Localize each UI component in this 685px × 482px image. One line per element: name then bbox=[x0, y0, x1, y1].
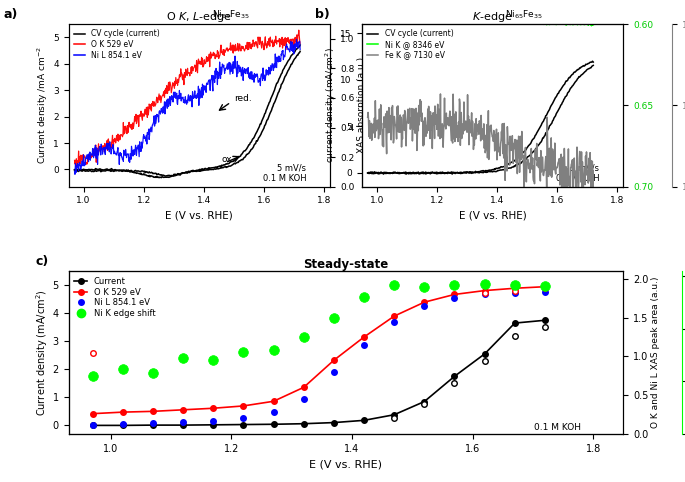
Text: Ni$_{65}$Fe$_{35}$: Ni$_{65}$Fe$_{35}$ bbox=[505, 8, 543, 21]
Text: a): a) bbox=[3, 8, 17, 21]
X-axis label: E (V vs. RHE): E (V vs. RHE) bbox=[459, 211, 526, 221]
Text: red.: red. bbox=[234, 94, 251, 103]
Text: 0.1 M KOH: 0.1 M KOH bbox=[534, 423, 581, 431]
Legend: Current, O K 529 eV, Ni L 854.1 eV, Ni K edge shift: Current, O K 529 eV, Ni L 854.1 eV, Ni K… bbox=[73, 275, 157, 320]
Text: 5 mV/s
0.1 M KOH: 5 mV/s 0.1 M KOH bbox=[556, 163, 599, 183]
Y-axis label: XAS absorption (a.u.): XAS absorption (a.u.) bbox=[357, 57, 366, 153]
Title: Steady-state: Steady-state bbox=[303, 258, 388, 271]
Legend: CV cycle (current), O K 529 eV, Ni L 854.1 eV: CV cycle (current), O K 529 eV, Ni L 854… bbox=[73, 28, 162, 61]
Y-axis label: Current density (mA/cm$^2$): Current density (mA/cm$^2$) bbox=[34, 289, 50, 416]
Text: ox.: ox. bbox=[222, 155, 236, 164]
Title: $K$-edge: $K$-edge bbox=[472, 10, 513, 24]
X-axis label: E (V vs. RHE): E (V vs. RHE) bbox=[166, 211, 233, 221]
Legend: CV cycle (current), Ni K @ 8346 eV, Fe K @ 7130 eV: CV cycle (current), Ni K @ 8346 eV, Fe K… bbox=[366, 28, 455, 61]
Text: 5 mV/s
0.1 M KOH: 5 mV/s 0.1 M KOH bbox=[262, 164, 306, 183]
Y-axis label: current density (mA/cm$^2$): current density (mA/cm$^2$) bbox=[323, 48, 338, 163]
Text: c): c) bbox=[35, 254, 49, 268]
Text: b): b) bbox=[314, 8, 329, 21]
Y-axis label: Current density /mA cm$^{-2}$: Current density /mA cm$^{-2}$ bbox=[36, 46, 50, 164]
Y-axis label: O K and Ni L XAS peak area (a.u.): O K and Ni L XAS peak area (a.u.) bbox=[651, 277, 660, 428]
X-axis label: E (V vs. RHE): E (V vs. RHE) bbox=[310, 459, 382, 469]
Title: O $K$, $L$-edge: O $K$, $L$-edge bbox=[166, 10, 232, 24]
Text: Ni$_{65}$Fe$_{35}$: Ni$_{65}$Fe$_{35}$ bbox=[212, 8, 250, 21]
